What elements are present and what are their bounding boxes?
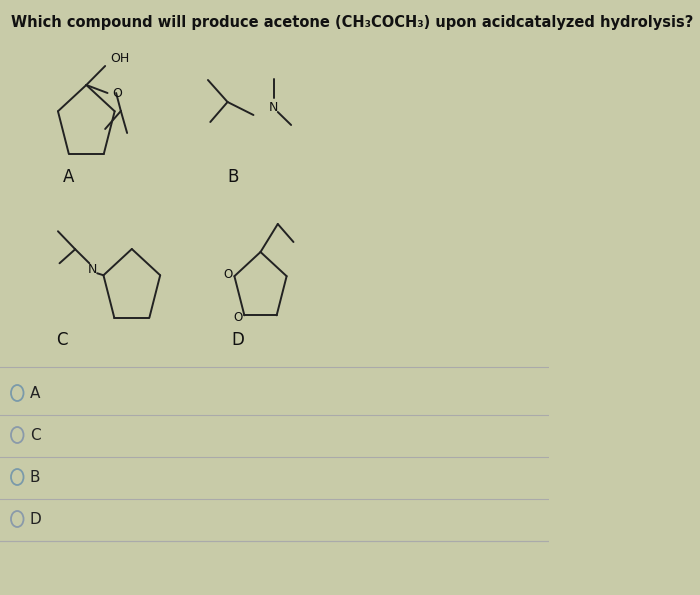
Text: B: B bbox=[228, 168, 239, 186]
Text: C: C bbox=[30, 427, 41, 443]
Text: C: C bbox=[57, 331, 68, 349]
Text: O: O bbox=[112, 86, 122, 99]
Text: Which compound will produce acetone (CH₃COCH₃) upon acid⁠catalyzed hydrolysis?: Which compound will produce acetone (CH₃… bbox=[11, 15, 694, 30]
Text: B: B bbox=[30, 469, 41, 484]
Text: A: A bbox=[63, 168, 74, 186]
Text: N: N bbox=[88, 263, 97, 275]
Text: N: N bbox=[270, 101, 279, 114]
Text: D: D bbox=[30, 512, 41, 527]
Text: D: D bbox=[232, 331, 244, 349]
Text: O: O bbox=[234, 311, 243, 324]
Text: OH: OH bbox=[111, 52, 130, 64]
Text: A: A bbox=[30, 386, 40, 400]
Text: O: O bbox=[223, 268, 232, 281]
